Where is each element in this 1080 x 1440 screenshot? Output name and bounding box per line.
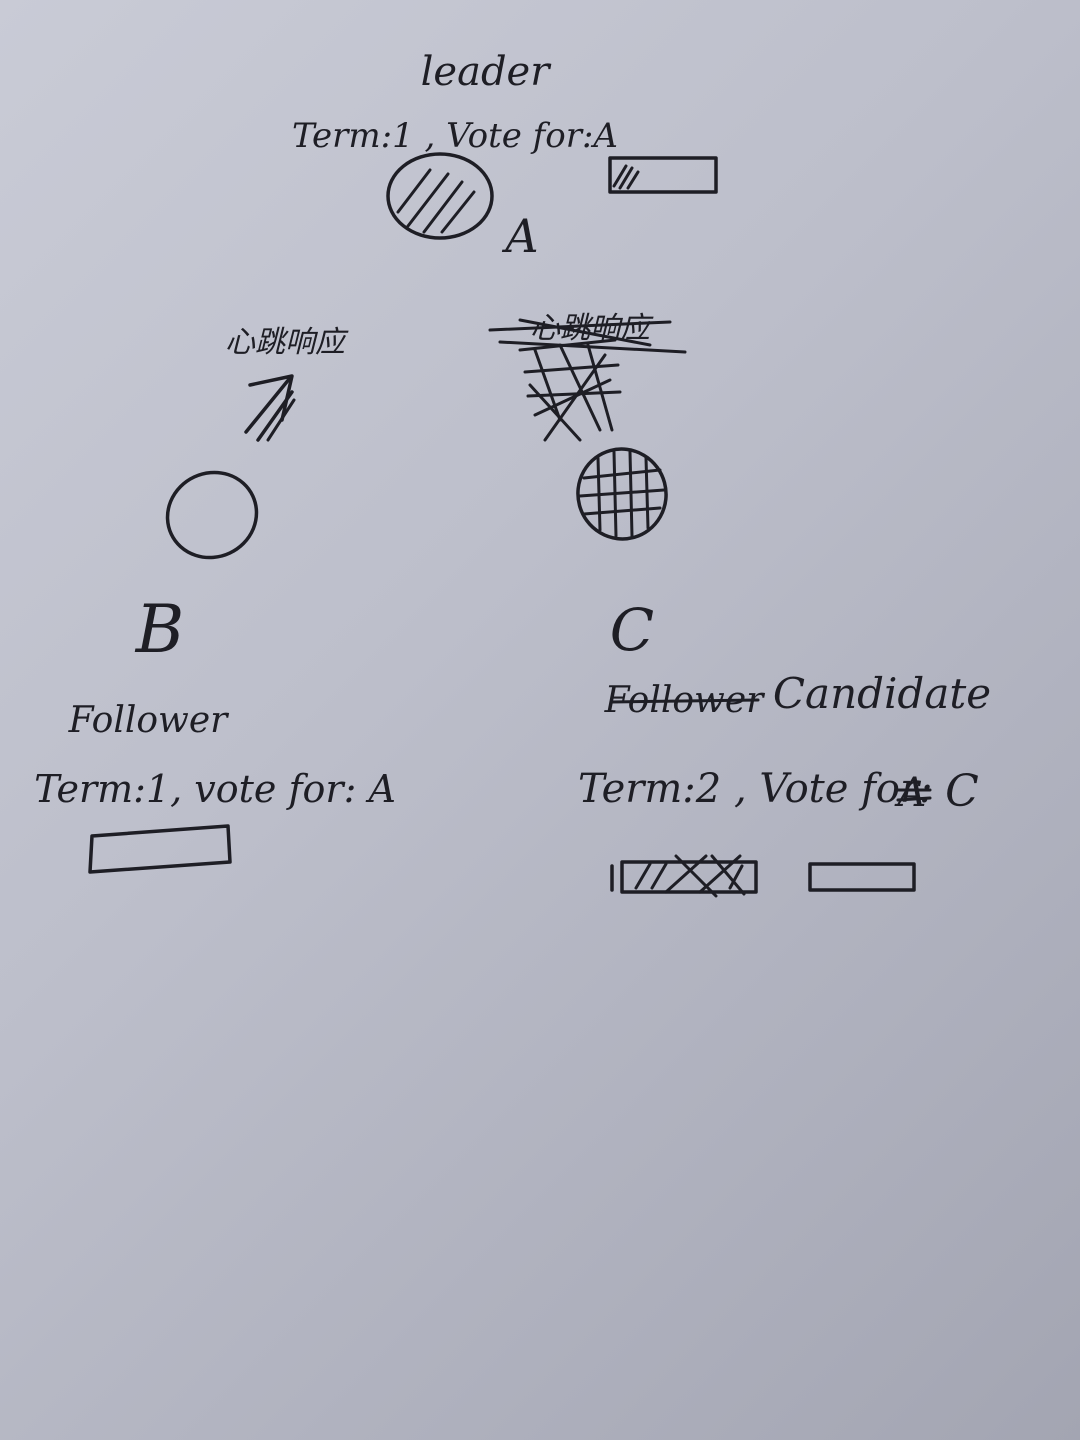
node-c-role: Candidate: [773, 669, 991, 718]
node-a-label: A: [501, 209, 538, 263]
heartbeat-reply-arrow: [244, 374, 296, 442]
node-c-log: [610, 854, 758, 898]
node-b-role: Follower: [68, 700, 230, 741]
node-a-log: [608, 156, 718, 194]
node-c-circle: [576, 447, 668, 541]
node-c-state: Term:2 , Vote for:: [578, 766, 933, 812]
node-b-circle: [165, 470, 259, 560]
node-b-log: [88, 824, 232, 874]
node-a-circle: [386, 152, 494, 240]
node-c-old-role-strike: [610, 698, 760, 704]
blocked-message-scribble: [518, 338, 622, 442]
node-c-label: C: [610, 596, 654, 664]
node-c-new-log: [808, 862, 916, 892]
node-c-struck-vote-strike: [896, 788, 932, 802]
node-b-label: B: [135, 591, 185, 668]
heartbeat-reply-label: 心跳响应: [225, 325, 349, 360]
node-a-state: Term:1 , Vote for:A: [292, 116, 618, 156]
node-b-state: Term:1, vote for: A: [34, 767, 396, 811]
node-c-struck-vote: A: [894, 770, 927, 816]
node-c-vote: C: [945, 766, 979, 817]
struck-heartbeat-strikes: [488, 318, 687, 354]
node-a-role: leader: [421, 49, 553, 95]
